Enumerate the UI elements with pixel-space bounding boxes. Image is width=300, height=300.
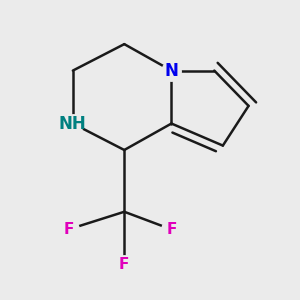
Text: F: F <box>63 222 74 237</box>
Text: F: F <box>119 257 130 272</box>
Text: F: F <box>166 222 177 237</box>
Text: NH: NH <box>59 115 87 133</box>
Text: N: N <box>164 61 178 80</box>
